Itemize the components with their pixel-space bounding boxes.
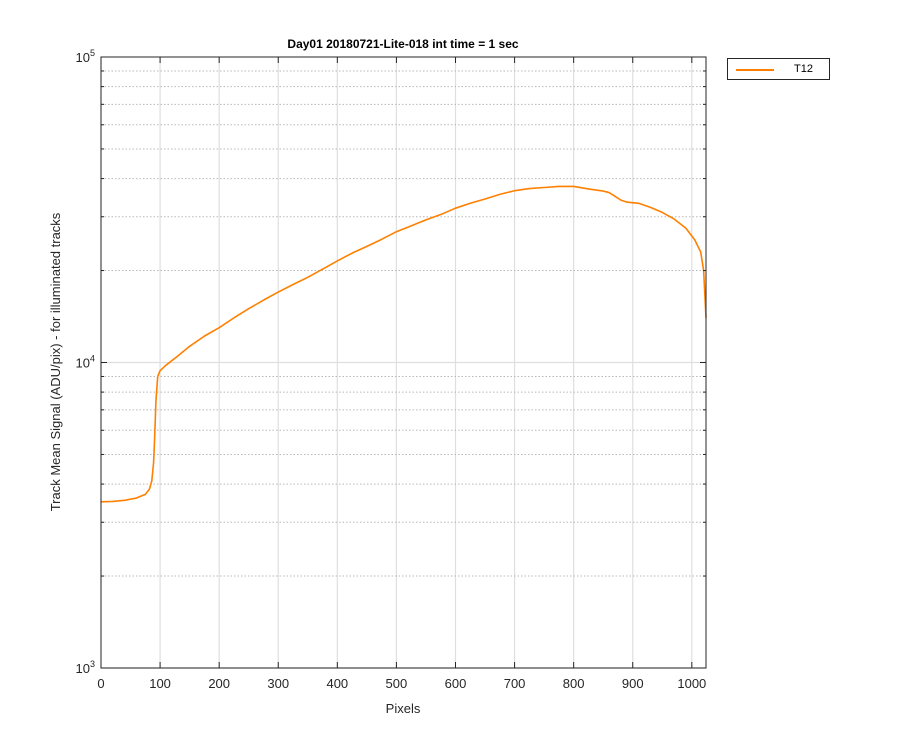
series-layer (100, 185, 707, 503)
chart-title: Day01 20180721-Lite-018 int time = 1 sec (287, 37, 518, 51)
y-axis-label: Track Mean Signal (ADU/pix) - for illumi… (48, 212, 63, 511)
ticks (100, 56, 706, 669)
x-tick-label: 0 (97, 676, 104, 691)
x-tick-label: 500 (386, 676, 408, 691)
y-tick-label: 104 (76, 354, 95, 371)
x-tick-label: 400 (326, 676, 348, 691)
y-tick-label: 103 (76, 659, 95, 676)
x-tick-labels: 0 100 200 300 400 500 600 700 800 900 1000 (97, 676, 706, 691)
x-tick-label: 200 (208, 676, 230, 691)
x-tick-label: 600 (445, 676, 467, 691)
legend: T12 (727, 58, 830, 80)
legend-label-t12: T12 (794, 63, 813, 75)
y-tick-labels: 103 104 105 (76, 48, 95, 676)
x-tick-label: 1000 (677, 676, 706, 691)
x-axis-label: Pixels (386, 701, 421, 716)
x-tick-label: 800 (563, 676, 585, 691)
series-line-t12 (100, 185, 707, 503)
legend-line-t12 (736, 69, 774, 71)
x-tick-label: 700 (504, 676, 526, 691)
x-tick-label: 300 (267, 676, 289, 691)
y-tick-label: 105 (76, 48, 95, 65)
x-tick-label: 100 (149, 676, 171, 691)
x-tick-label: 900 (622, 676, 644, 691)
